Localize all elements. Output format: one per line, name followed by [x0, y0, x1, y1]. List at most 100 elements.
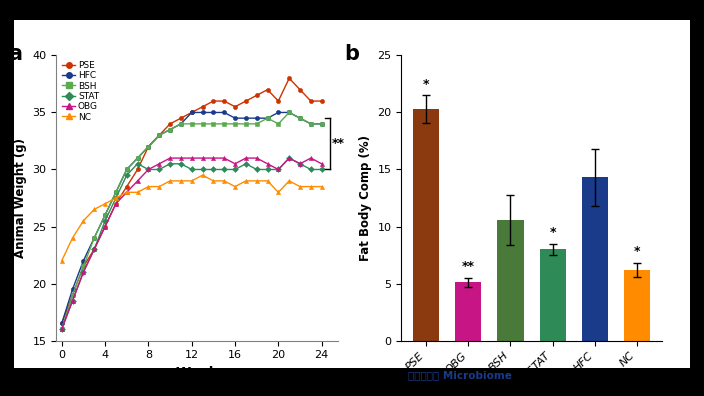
PSE: [166, 122, 175, 126]
HFC: [274, 110, 282, 115]
STAT: [112, 196, 120, 200]
Text: a: a: [8, 44, 23, 64]
BSH: [220, 122, 228, 126]
PSE: [231, 105, 239, 109]
BSH: [307, 122, 315, 126]
PSE: [177, 116, 185, 120]
Text: *: *: [423, 78, 429, 91]
NC: [177, 179, 185, 183]
HFC: [90, 236, 99, 240]
BSH: [122, 167, 131, 172]
PSE: [285, 76, 294, 81]
PSE: [122, 184, 131, 189]
NC: [241, 179, 250, 183]
PSE: [253, 93, 261, 98]
HFC: [209, 110, 218, 115]
OBG: [177, 156, 185, 160]
Y-axis label: Fat Body Comp (%): Fat Body Comp (%): [359, 135, 372, 261]
STAT: [220, 167, 228, 172]
STAT: [144, 167, 153, 172]
Y-axis label: Animal Weight (g): Animal Weight (g): [14, 138, 27, 258]
HFC: [133, 156, 142, 160]
STAT: [58, 327, 66, 331]
NC: [133, 190, 142, 195]
STAT: [90, 247, 99, 252]
NC: [231, 184, 239, 189]
STAT: [263, 167, 272, 172]
PSE: [144, 144, 153, 149]
BSH: [253, 122, 261, 126]
NC: [285, 179, 294, 183]
PSE: [155, 133, 163, 138]
OBG: [199, 156, 207, 160]
Text: *: *: [549, 226, 556, 239]
BSH: [90, 236, 99, 240]
NC: [90, 207, 99, 212]
HFC: [58, 321, 66, 326]
BSH: [187, 122, 196, 126]
STAT: [231, 167, 239, 172]
BSH: [112, 190, 120, 195]
OBG: [133, 179, 142, 183]
HFC: [79, 258, 87, 263]
OBG: [122, 190, 131, 195]
NC: [101, 201, 109, 206]
PSE: [187, 110, 196, 115]
OBG: [241, 156, 250, 160]
OBG: [155, 162, 163, 166]
BSH: [144, 144, 153, 149]
PSE: [101, 224, 109, 229]
BSH: [241, 122, 250, 126]
HFC: [199, 110, 207, 115]
OBG: [285, 156, 294, 160]
STAT: [79, 270, 87, 274]
STAT: [199, 167, 207, 172]
STAT: [155, 167, 163, 172]
Bar: [498, 220, 524, 341]
Line: HFC: HFC: [60, 110, 324, 326]
Text: **: **: [462, 260, 474, 273]
NC: [112, 196, 120, 200]
STAT: [68, 298, 77, 303]
HFC: [263, 116, 272, 120]
HFC: [122, 167, 131, 172]
PSE: [318, 99, 326, 103]
BSH: [231, 122, 239, 126]
NC: [307, 184, 315, 189]
BSH: [263, 116, 272, 120]
STAT: [253, 167, 261, 172]
Text: 图片来源： Microbiome: 图片来源： Microbiome: [408, 370, 513, 380]
HFC: [241, 116, 250, 120]
BSH: [318, 122, 326, 126]
NC: [199, 173, 207, 177]
OBG: [68, 298, 77, 303]
OBG: [220, 156, 228, 160]
BSH: [209, 122, 218, 126]
BSH: [79, 264, 87, 269]
NC: [296, 184, 304, 189]
OBG: [112, 201, 120, 206]
BSH: [101, 213, 109, 217]
HFC: [220, 110, 228, 115]
STAT: [209, 167, 218, 172]
PSE: [58, 321, 66, 326]
BSH: [199, 122, 207, 126]
Bar: [582, 177, 608, 341]
Text: b: b: [344, 44, 359, 64]
Line: PSE: PSE: [60, 76, 324, 326]
STAT: [133, 162, 142, 166]
Legend: PSE, HFC, BSH, STAT, OBG, NC: PSE, HFC, BSH, STAT, OBG, NC: [61, 60, 100, 122]
NC: [58, 258, 66, 263]
Text: **: **: [332, 137, 345, 150]
PSE: [68, 293, 77, 297]
X-axis label: Week: Week: [176, 366, 218, 380]
STAT: [241, 162, 250, 166]
PSE: [209, 99, 218, 103]
STAT: [166, 162, 175, 166]
NC: [144, 184, 153, 189]
Bar: [455, 282, 482, 341]
HFC: [144, 144, 153, 149]
OBG: [79, 270, 87, 274]
PSE: [220, 99, 228, 103]
STAT: [101, 219, 109, 223]
